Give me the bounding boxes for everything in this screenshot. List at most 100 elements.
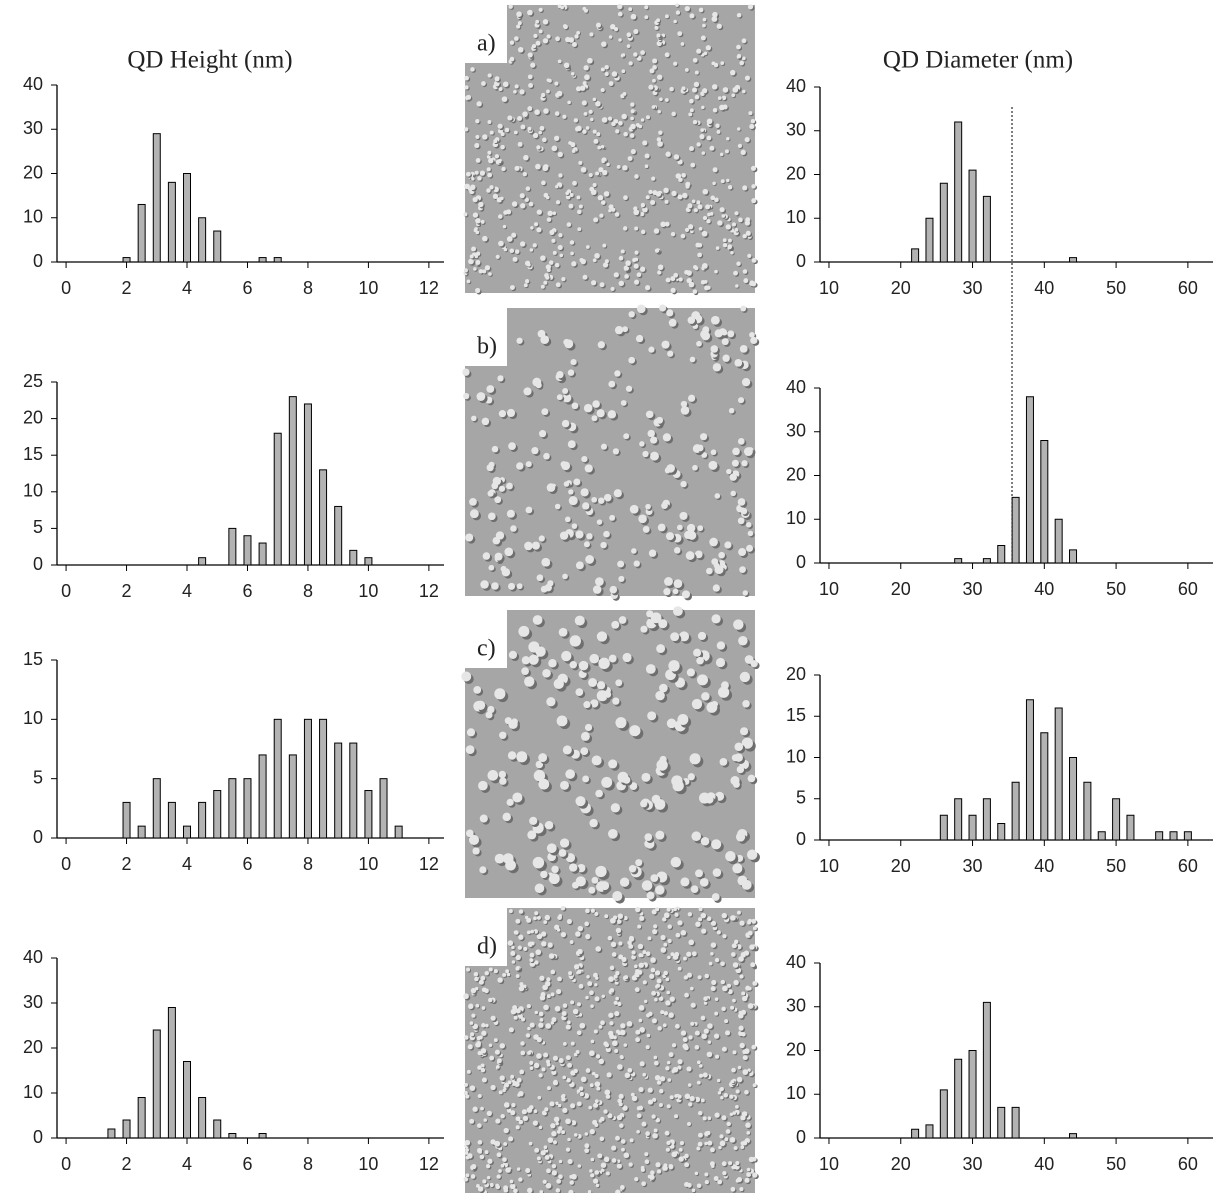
dot [508, 720, 517, 729]
dot [495, 154, 499, 158]
dot [727, 245, 732, 250]
dot [561, 1130, 565, 1134]
dot [623, 433, 629, 439]
dot [562, 574, 568, 580]
dot [522, 111, 528, 117]
dot [516, 1125, 520, 1129]
dot [534, 960, 538, 964]
dot [569, 976, 573, 980]
dot [674, 579, 683, 588]
bar [229, 779, 236, 838]
dot [752, 1172, 757, 1177]
dot [562, 1108, 567, 1113]
dot [561, 1097, 566, 1102]
dot [467, 1070, 471, 1074]
dot [739, 61, 744, 66]
dot [655, 1162, 660, 1167]
dot [633, 52, 637, 56]
bar [214, 791, 221, 838]
bar [926, 1125, 933, 1138]
dot [711, 449, 717, 455]
dot [470, 254, 474, 258]
dot [507, 236, 513, 242]
dot [475, 119, 479, 123]
dot [610, 966, 615, 971]
dot [722, 986, 728, 992]
dot [584, 9, 588, 13]
dot [527, 106, 532, 111]
dot [698, 917, 702, 921]
dot [591, 909, 595, 913]
dot [644, 5, 648, 9]
dot [519, 1120, 523, 1124]
dot [614, 272, 619, 277]
dot [608, 759, 617, 768]
y-tick-label: 20 [786, 464, 806, 484]
dot [549, 953, 555, 959]
dot [617, 165, 621, 169]
dot [615, 326, 623, 334]
dot [736, 261, 740, 265]
dot [614, 975, 618, 979]
dot [538, 131, 542, 135]
dot [528, 127, 532, 131]
dot [673, 907, 677, 911]
dot [571, 261, 576, 266]
bar [244, 779, 251, 838]
dot [732, 1111, 736, 1115]
dot [661, 341, 669, 349]
dot [535, 646, 545, 656]
dot [730, 251, 733, 254]
dot [608, 976, 614, 982]
dot [479, 1035, 483, 1039]
dot [674, 1114, 678, 1118]
dot [488, 73, 492, 77]
x-tick-label: 10 [358, 1154, 378, 1174]
bar [289, 397, 296, 565]
dot [500, 1075, 505, 1080]
dot [470, 509, 479, 518]
x-tick-label: 60 [1178, 856, 1198, 876]
dot [734, 359, 742, 367]
dot [528, 74, 533, 79]
dot [526, 918, 531, 923]
dot [737, 911, 741, 915]
dot [594, 1029, 598, 1033]
dot [597, 681, 605, 689]
dot [561, 906, 566, 911]
dot [595, 866, 606, 877]
dot [704, 1172, 708, 1176]
dot [490, 1183, 494, 1187]
dot [627, 1068, 632, 1073]
dot [617, 1064, 623, 1070]
dot [621, 114, 627, 120]
dot [654, 799, 665, 810]
dot [602, 170, 607, 175]
dot [555, 1006, 561, 1012]
dot [529, 655, 539, 665]
dot [551, 970, 556, 975]
dot [715, 958, 719, 962]
dot [639, 1019, 643, 1023]
dot [564, 62, 570, 68]
dot [481, 1023, 485, 1027]
dot [480, 170, 485, 175]
bar [350, 743, 357, 838]
dot [556, 200, 560, 204]
dot [696, 657, 704, 665]
dot [688, 316, 696, 324]
dot [503, 813, 511, 821]
dot [518, 47, 524, 53]
dot [575, 616, 585, 626]
dot [619, 1123, 624, 1128]
dot [732, 87, 738, 93]
dot [612, 1158, 617, 1163]
dot [499, 1090, 503, 1094]
dot [571, 72, 575, 76]
y-tick-label: 0 [33, 827, 43, 847]
dot [477, 176, 482, 181]
dot [665, 222, 670, 227]
dot [642, 950, 646, 954]
dot [530, 63, 535, 68]
bar [108, 1129, 115, 1138]
